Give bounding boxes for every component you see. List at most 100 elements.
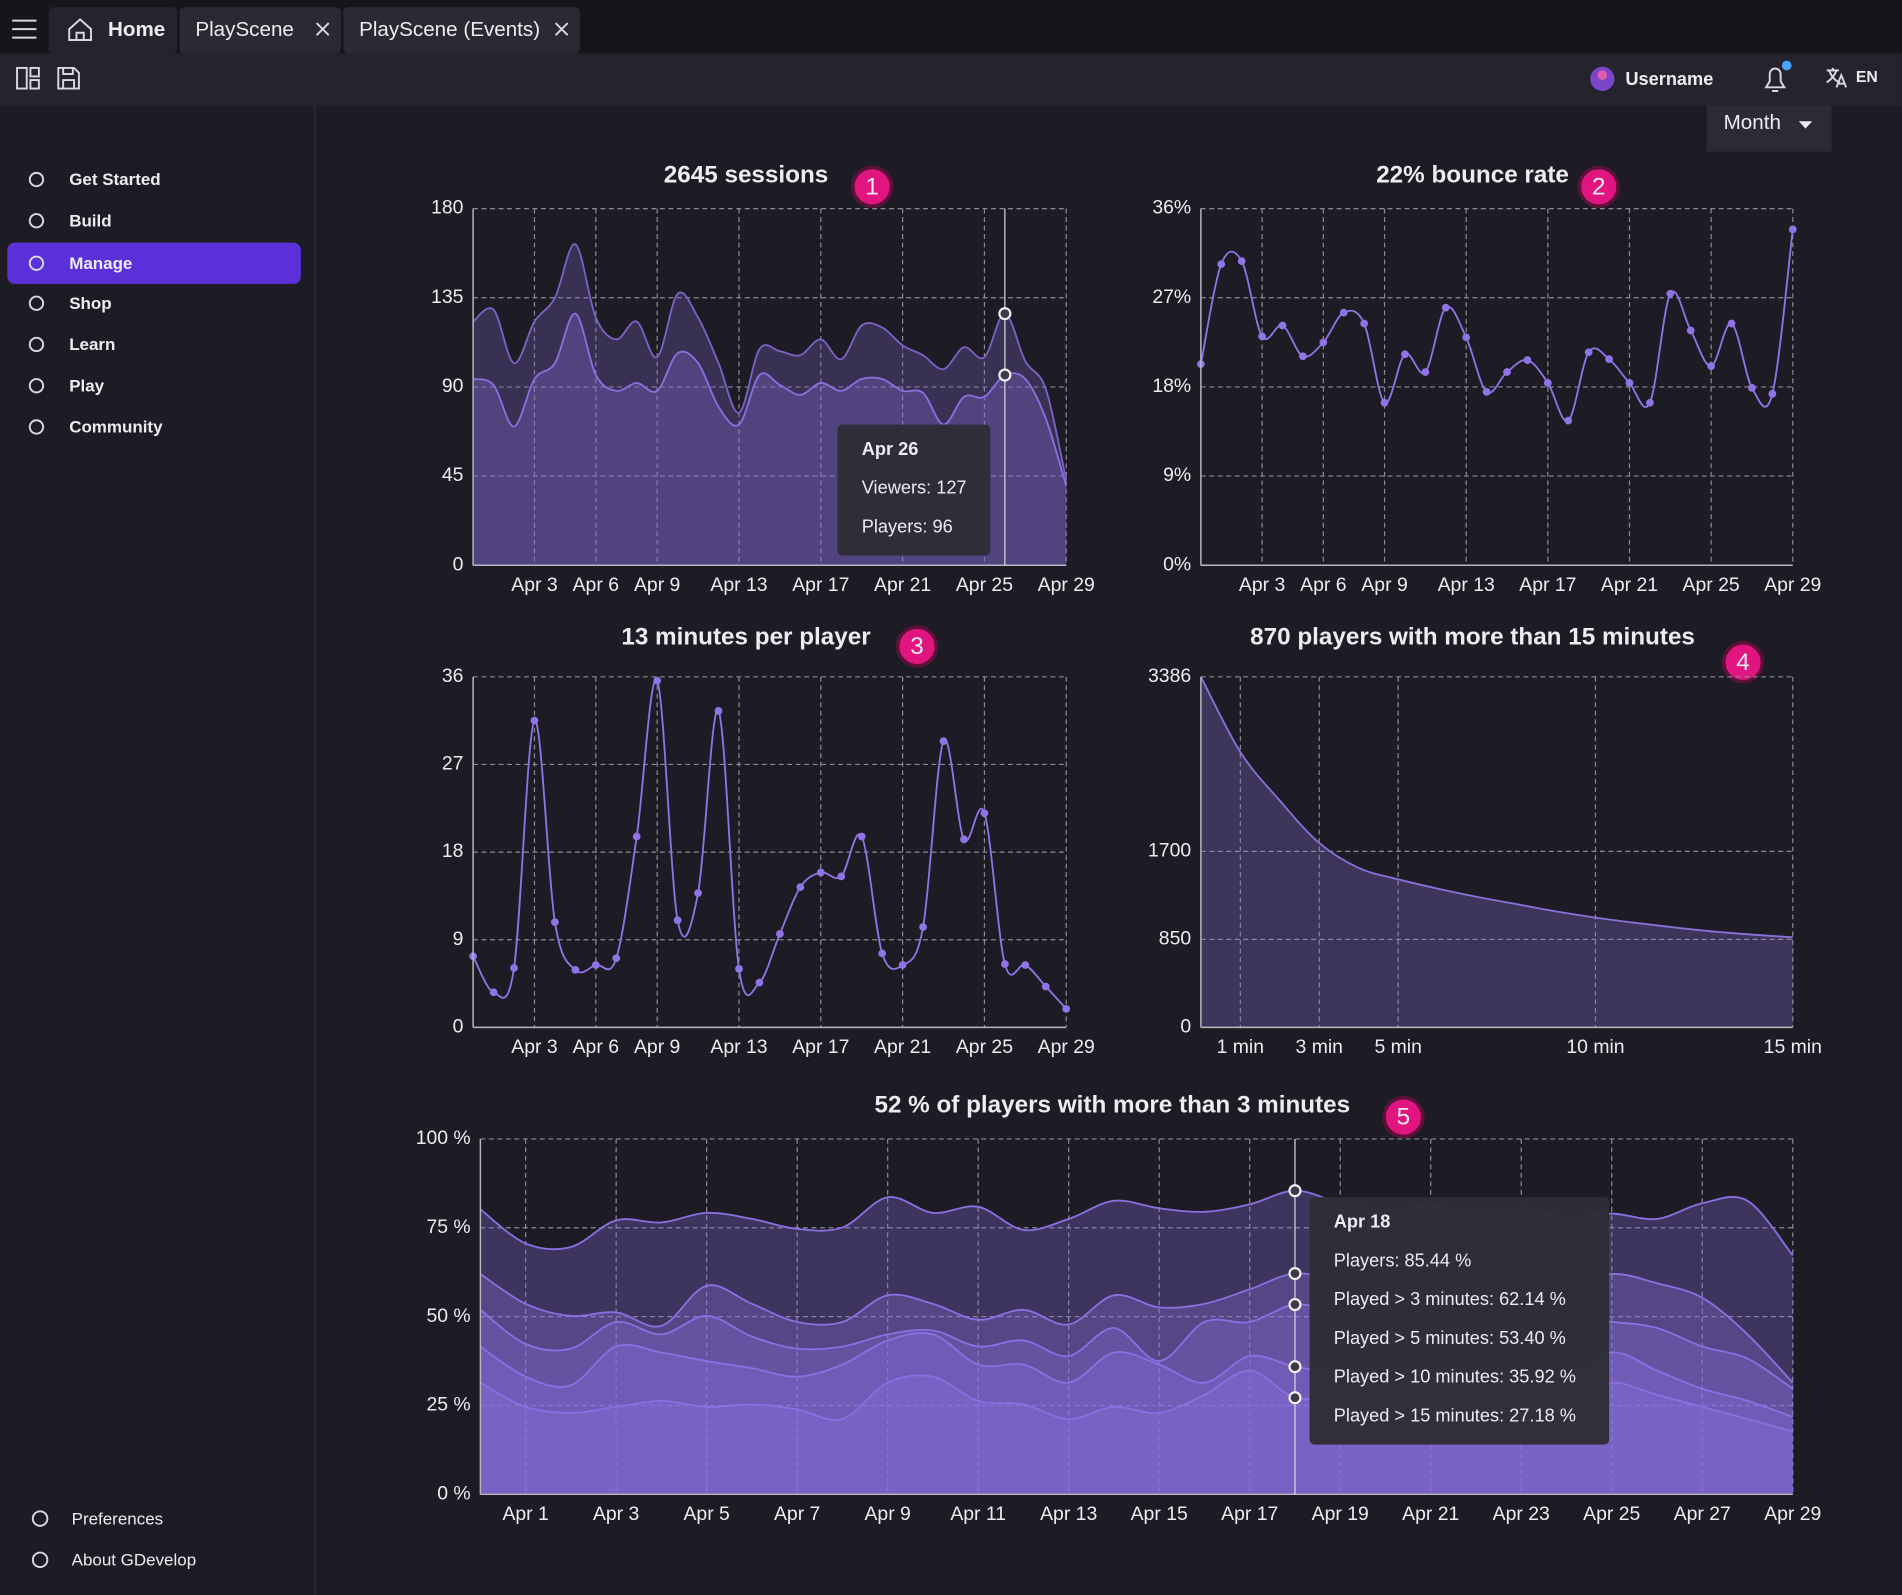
tab[interactable]: PlayScene <box>179 7 341 54</box>
marker <box>1605 355 1613 364</box>
language-code: EN <box>1856 69 1878 86</box>
tab-background <box>343 7 580 54</box>
hover-point <box>1288 1266 1302 1281</box>
tab-background <box>179 7 341 54</box>
chart: 2645 sessions 1 0 45 90 135 180 Apr 3 Apr 6 Apr 9… <box>431 161 1095 596</box>
y-tick-label: 27% <box>1152 286 1191 308</box>
x-tick-label: Apr 15 <box>1131 1503 1188 1525</box>
x-tick-label: Apr 13 <box>710 574 767 596</box>
y-tick-label: 100 % <box>416 1127 471 1149</box>
y-tick-label: 0 <box>453 1015 464 1037</box>
marker <box>1768 389 1777 398</box>
x-tick-label: Apr 6 <box>573 574 619 596</box>
y-tick-label: 0% <box>1163 553 1191 575</box>
badge <box>895 625 939 668</box>
badge-number: 2 <box>1592 173 1606 200</box>
x-tick-label: Apr 13 <box>1040 1503 1097 1525</box>
x-tick-label: Apr 27 <box>1674 1503 1731 1525</box>
sidebar-icon <box>28 255 45 271</box>
x-tick-label: Apr 29 <box>1038 1036 1095 1058</box>
x-tick-label: Apr 21 <box>1601 574 1658 596</box>
line <box>1200 676 1793 939</box>
marker <box>489 988 498 997</box>
line <box>1199 229 1794 422</box>
user-menu[interactable]: Username <box>1590 66 1713 91</box>
x-tick-label: Apr 17 <box>1221 1503 1278 1525</box>
sidebar-item[interactable]: Manage <box>7 242 301 284</box>
x-tick-label: Apr 23 <box>1493 1503 1550 1525</box>
username: Username <box>1625 69 1713 89</box>
marker <box>673 916 682 925</box>
marker <box>1543 379 1552 387</box>
marker <box>1360 319 1369 328</box>
area <box>480 1332 1793 1495</box>
y-tick-label: 18% <box>1152 375 1191 397</box>
marker <box>653 676 662 685</box>
chart: 870 players with more than 15 minutes 4 0 8… <box>1148 623 1822 1058</box>
sidebar-item[interactable]: Shop <box>28 294 112 313</box>
tooltip: Apr 18 Players: 85.44 % Played > 3 minutes… <box>1309 1197 1610 1445</box>
marker <box>1788 225 1797 234</box>
marker <box>980 809 989 818</box>
x-tick-label: Apr 29 <box>1764 1503 1821 1525</box>
menu-button[interactable] <box>12 19 37 39</box>
y-tick-label: 45 <box>442 464 464 486</box>
x-tick-label: Apr 17 <box>792 1036 849 1058</box>
hover-point <box>998 307 1012 321</box>
chart-title: 22% bounce rate <box>1376 161 1569 188</box>
language[interactable]: EN <box>1826 67 1878 88</box>
sidebar-item[interactable]: Get Started <box>28 170 161 189</box>
y-tick-label: 0 <box>1180 1015 1191 1037</box>
x-tick-label: 10 min <box>1566 1036 1624 1058</box>
tooltip-line: Viewers: 127 <box>862 478 967 498</box>
x-tick-label: 5 min <box>1374 1036 1421 1058</box>
marker <box>1339 308 1348 317</box>
sidebar-item[interactable]: Learn <box>28 335 116 354</box>
x-tick-label: Apr 13 <box>1438 574 1495 596</box>
sidebar: Get Started Build Manage Shop Learn Play Commu… <box>7 170 301 1570</box>
period-dropdown[interactable]: Month <box>1706 105 1832 152</box>
sidebar-icon <box>28 171 45 188</box>
y-tick-label: 180 <box>431 197 464 219</box>
marker <box>1564 416 1573 425</box>
marker <box>1299 352 1307 361</box>
footer-item[interactable]: About GDevelop <box>31 1551 196 1570</box>
sidebar-item[interactable]: Community <box>28 418 163 437</box>
y-tick-label: 27 <box>442 753 464 775</box>
marker <box>898 961 907 969</box>
footer-item[interactable]: Preferences <box>31 1509 163 1528</box>
hover-point <box>1288 1391 1302 1405</box>
x-tick-label: Apr 11 <box>950 1503 1006 1525</box>
chart-title: 13 minutes per player <box>621 623 871 650</box>
x-tick-label: Apr 17 <box>792 574 849 596</box>
x-tick-label: Apr 6 <box>573 1036 619 1058</box>
marker <box>1503 368 1511 376</box>
tab[interactable]: PlayScene (Events) <box>343 7 580 54</box>
tooltip-line: Played > 3 minutes: 62.14 % <box>1334 1289 1566 1309</box>
marker <box>796 883 805 892</box>
footer-icon <box>31 1551 49 1569</box>
sidebar-label: Build <box>69 211 111 230</box>
close-icon <box>315 22 330 36</box>
marker <box>857 832 866 841</box>
tab[interactable]: Home <box>48 7 178 54</box>
marker <box>510 964 518 972</box>
sidebar-label: Play <box>69 376 104 395</box>
x-tick-label: Apr 25 <box>1683 574 1740 596</box>
badge <box>1577 165 1620 209</box>
marker <box>1000 960 1009 968</box>
toolbar-icons[interactable] <box>16 66 80 90</box>
tooltip-line: Played > 15 minutes: 27.18 % <box>1334 1406 1576 1426</box>
sidebar-item[interactable]: Build <box>28 211 112 230</box>
notifications[interactable] <box>1764 60 1792 92</box>
sidebar-item[interactable]: Play <box>28 376 105 395</box>
marker <box>1021 961 1030 969</box>
marker <box>878 949 887 958</box>
x-tick-label: 15 min <box>1764 1036 1822 1058</box>
x-tick-label: Apr 25 <box>956 574 1013 596</box>
marker <box>1258 332 1266 341</box>
tab-label: PlayScene (Events) <box>359 18 540 41</box>
marker <box>530 716 539 725</box>
